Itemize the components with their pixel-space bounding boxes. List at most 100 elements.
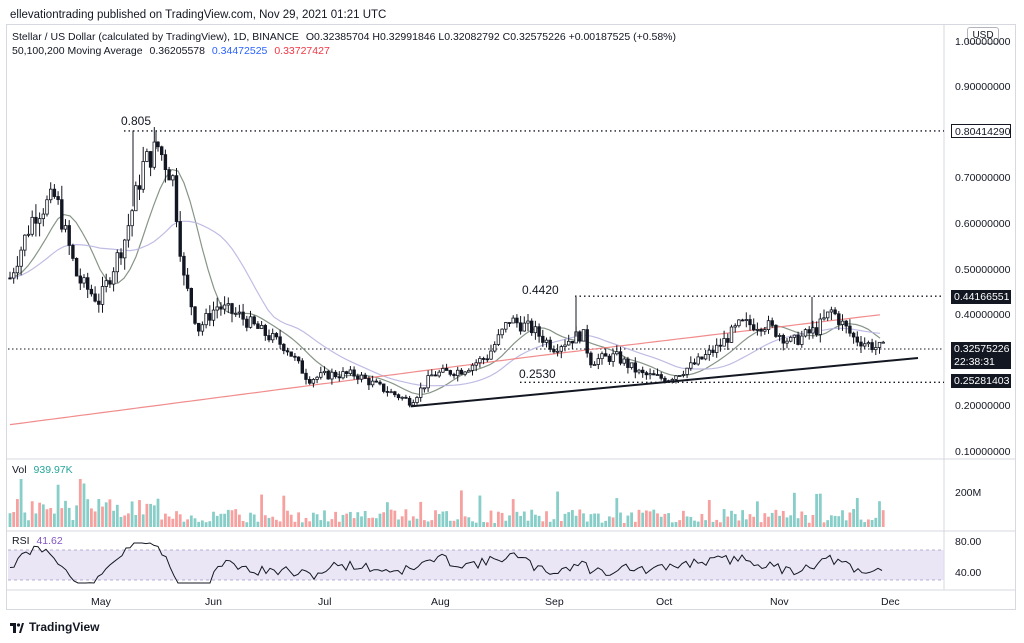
volume-bar — [804, 514, 807, 527]
volume-bar — [334, 511, 337, 527]
rsi-label[interactable]: RSI — [12, 535, 30, 547]
volume-bar — [471, 521, 474, 527]
candle-body — [293, 355, 297, 358]
candle-body — [363, 374, 367, 379]
candle-body — [463, 371, 467, 375]
volume-bar — [34, 513, 38, 527]
volume-bar — [700, 514, 704, 527]
volume-bar — [249, 512, 252, 527]
volume-bar — [756, 501, 759, 527]
volume-bar — [278, 521, 282, 527]
candle-body — [185, 274, 190, 289]
candle-body — [796, 334, 800, 345]
volume-bar — [530, 509, 534, 527]
ma50-value: 0.36205578 — [149, 45, 205, 57]
volume-bar — [127, 513, 130, 527]
volume-bar — [226, 509, 230, 527]
candle-body — [374, 380, 378, 383]
volume-bar — [56, 484, 60, 527]
candle-body — [448, 370, 452, 375]
candle-body — [341, 371, 345, 379]
volume-bar — [171, 518, 175, 527]
symbol-legend: Stellar / US Dollar (calculated by Tradi… — [12, 31, 680, 43]
candle-body — [237, 311, 242, 314]
candle-body — [707, 349, 711, 355]
volume-bar — [796, 518, 800, 527]
volume-bar — [870, 520, 874, 527]
candle-body — [274, 333, 279, 338]
footer-brand[interactable]: TradingView — [10, 620, 99, 634]
ma100-value: 0.34472525 — [211, 45, 268, 57]
candle-body — [119, 252, 123, 259]
candle-body — [441, 368, 445, 373]
volume-bar — [271, 516, 275, 527]
volume-bar — [67, 507, 71, 527]
volume-bar — [467, 517, 471, 527]
volume-bar — [504, 520, 508, 527]
volume-bar — [667, 513, 670, 527]
volume-bar — [452, 520, 456, 527]
volume-bar — [86, 499, 90, 527]
candle-body — [622, 358, 626, 364]
candle-body — [400, 396, 404, 399]
candle-body — [700, 356, 704, 360]
ohlc-values: O0.32385704 H0.32991846 L0.32082792 C0.3… — [305, 31, 676, 43]
symbol-title[interactable]: Stellar / US Dollar (calculated by Tradi… — [12, 31, 299, 43]
volume-bar — [78, 479, 82, 527]
currency-button[interactable]: USD — [967, 27, 999, 44]
volume-bar — [693, 520, 696, 527]
candle-body — [544, 339, 549, 343]
candle-body — [715, 344, 719, 353]
volume-bar — [652, 509, 656, 527]
volume-bar — [326, 521, 330, 527]
volume-bar — [463, 516, 467, 527]
rsi-line — [9, 542, 883, 584]
rsi-axis-tick-40: 40.00 — [955, 567, 982, 579]
volume-bar — [378, 513, 382, 527]
volume-bar — [363, 510, 367, 527]
candle-body — [404, 396, 408, 399]
candle-body — [322, 370, 327, 374]
volume-bar — [511, 499, 515, 527]
candle-body — [837, 313, 841, 325]
volume-bar — [663, 513, 667, 527]
volume-bar — [689, 516, 693, 527]
candle-body — [378, 381, 382, 385]
volume-bar — [337, 521, 341, 527]
chart-container[interactable] — [6, 24, 1016, 610]
candle-body — [97, 300, 101, 305]
volume-bar — [260, 494, 263, 527]
volume-bar — [704, 520, 707, 527]
candle-body — [822, 317, 826, 320]
volume-bar — [437, 513, 441, 527]
volume-bar — [730, 510, 733, 527]
volume-label[interactable]: Vol — [12, 464, 27, 476]
candle-body — [766, 320, 771, 330]
candle-body — [855, 336, 859, 343]
volume-bar — [423, 520, 426, 527]
candle-body — [500, 328, 504, 336]
ma100-line — [9, 220, 881, 387]
candle-body — [874, 347, 878, 351]
publish-header: ellevationtrading published on TradingVi… — [10, 9, 387, 21]
candle-body — [703, 354, 708, 360]
candle-body — [267, 335, 271, 341]
ma-label[interactable]: 50,100,200 Moving Average — [12, 45, 143, 57]
candle-body — [359, 374, 364, 380]
volume-bar — [678, 520, 682, 527]
candle-body — [537, 326, 541, 337]
candle-body — [648, 373, 652, 376]
candle-body — [141, 161, 145, 190]
rsi-axis-tick-80: 80.00 — [955, 536, 982, 548]
volume-bar — [508, 515, 511, 527]
volume-bar — [744, 519, 748, 527]
volume-bar — [104, 502, 108, 527]
candle-body — [330, 371, 334, 380]
volume-bar — [300, 522, 304, 527]
candle-body — [515, 317, 519, 324]
candle-body — [86, 277, 90, 290]
candle-body — [196, 322, 201, 332]
x-label-nov: Nov — [770, 596, 789, 608]
candle-body — [452, 373, 456, 377]
